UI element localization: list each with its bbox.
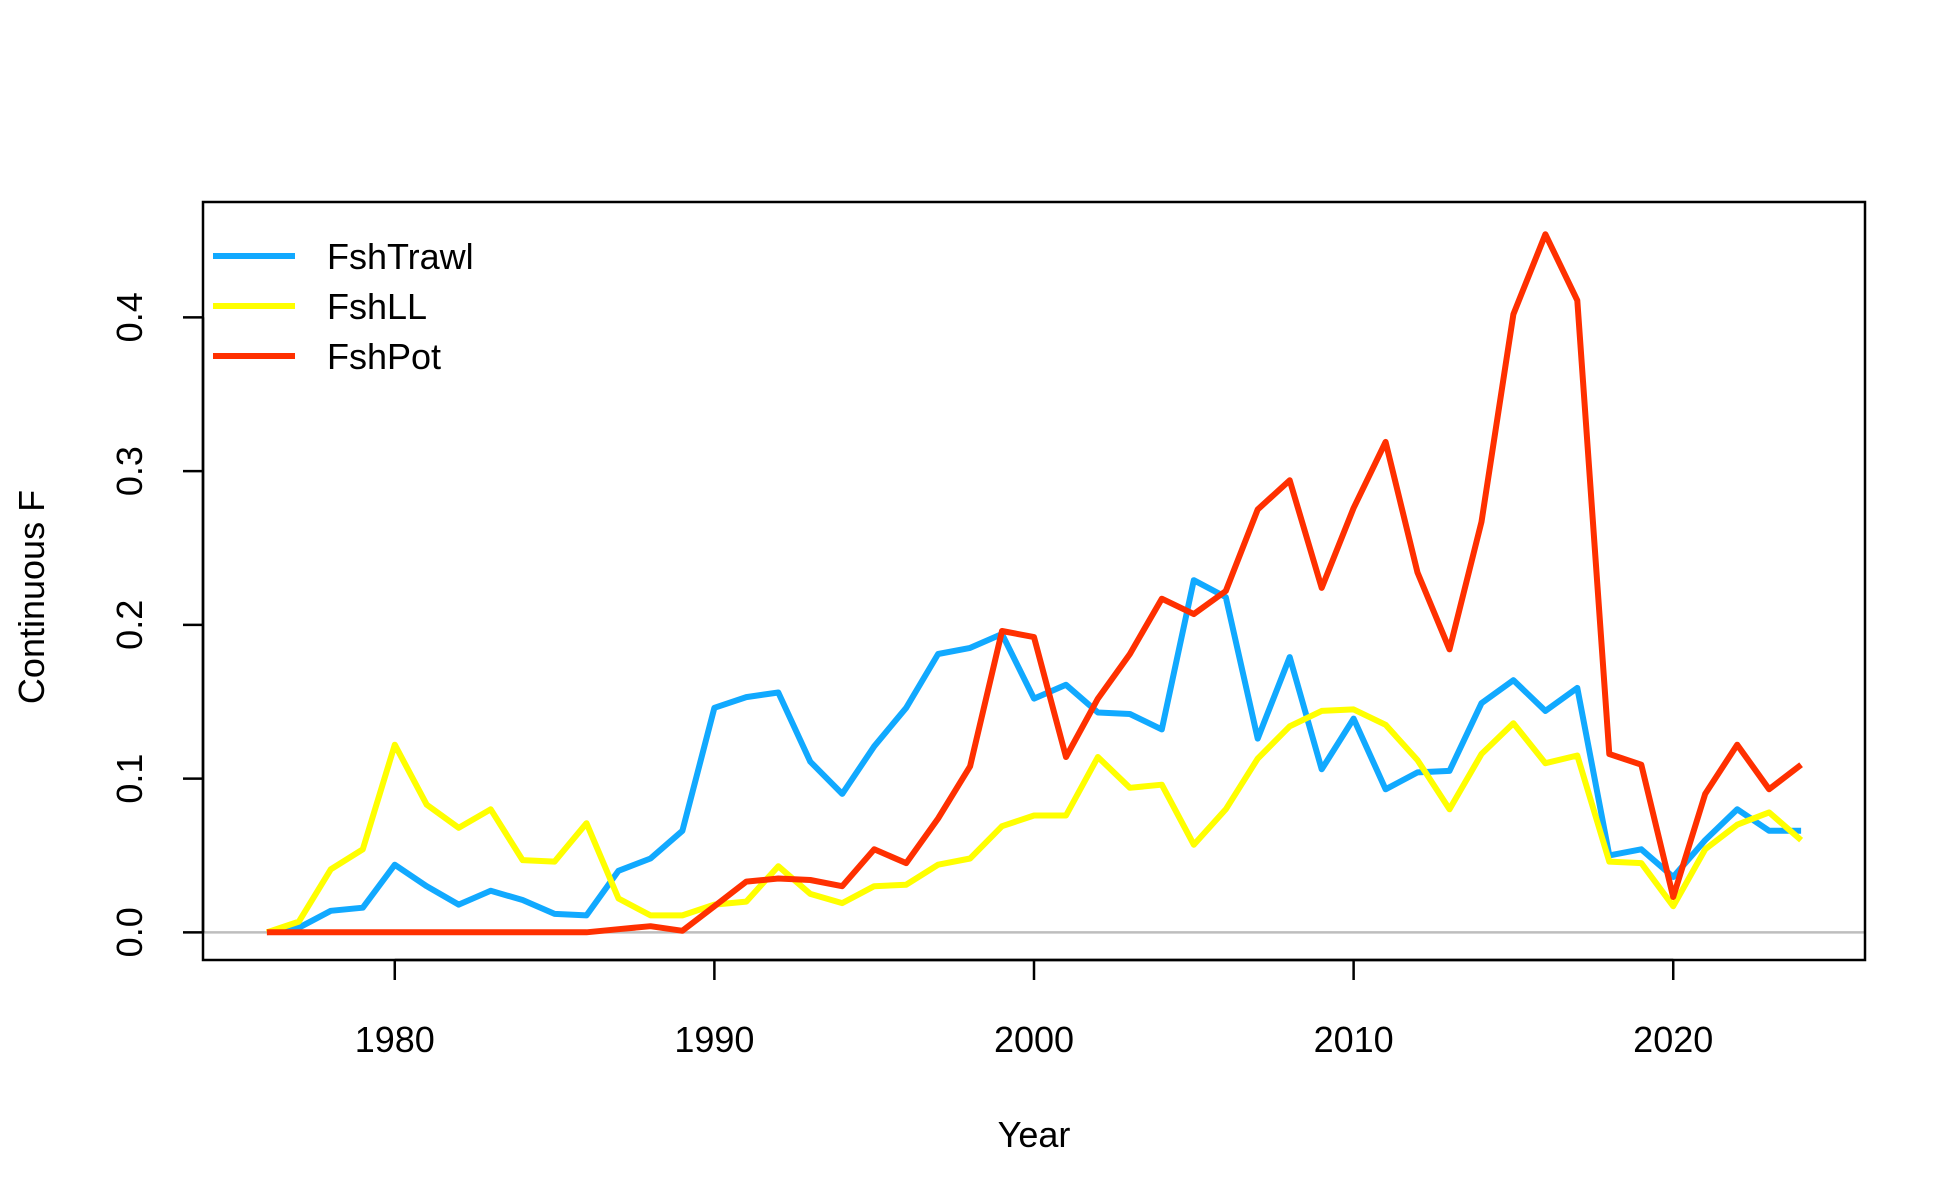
legend-label-fshtrawl: FshTrawl xyxy=(327,236,474,277)
y-tick-label: 0.2 xyxy=(109,600,150,650)
x-tick-label: 2000 xyxy=(994,1019,1074,1060)
y-tick-label: 0.3 xyxy=(109,446,150,496)
legend-label-fshll: FshLL xyxy=(327,286,427,327)
series-line-fshtrawl xyxy=(266,577,1802,936)
y-axis-label: Continuous F xyxy=(11,490,52,704)
x-tick-label: 1980 xyxy=(355,1019,435,1060)
y-tick-label: 0.0 xyxy=(109,907,150,957)
y-tick-label: 0.4 xyxy=(109,292,150,342)
plot-frame xyxy=(201,200,1867,962)
y-axis: 0.0 0.1 0.2 0.3 0.4 xyxy=(109,292,205,957)
series-line-fshpot xyxy=(266,231,1803,936)
x-tick-label: 1990 xyxy=(674,1019,754,1060)
x-axis: 1980 1990 2000 2010 2020 xyxy=(355,958,1713,1060)
legend: FshTrawl FshLL FshPot xyxy=(213,236,474,377)
x-axis-label: Year xyxy=(998,1114,1071,1155)
x-tick-label: 2020 xyxy=(1633,1019,1713,1060)
series-line-fshll xyxy=(265,706,1804,936)
legend-label-fshpot: FshPot xyxy=(327,336,441,377)
x-tick-label: 2010 xyxy=(1314,1019,1394,1060)
y-tick-label: 0.1 xyxy=(109,754,150,804)
